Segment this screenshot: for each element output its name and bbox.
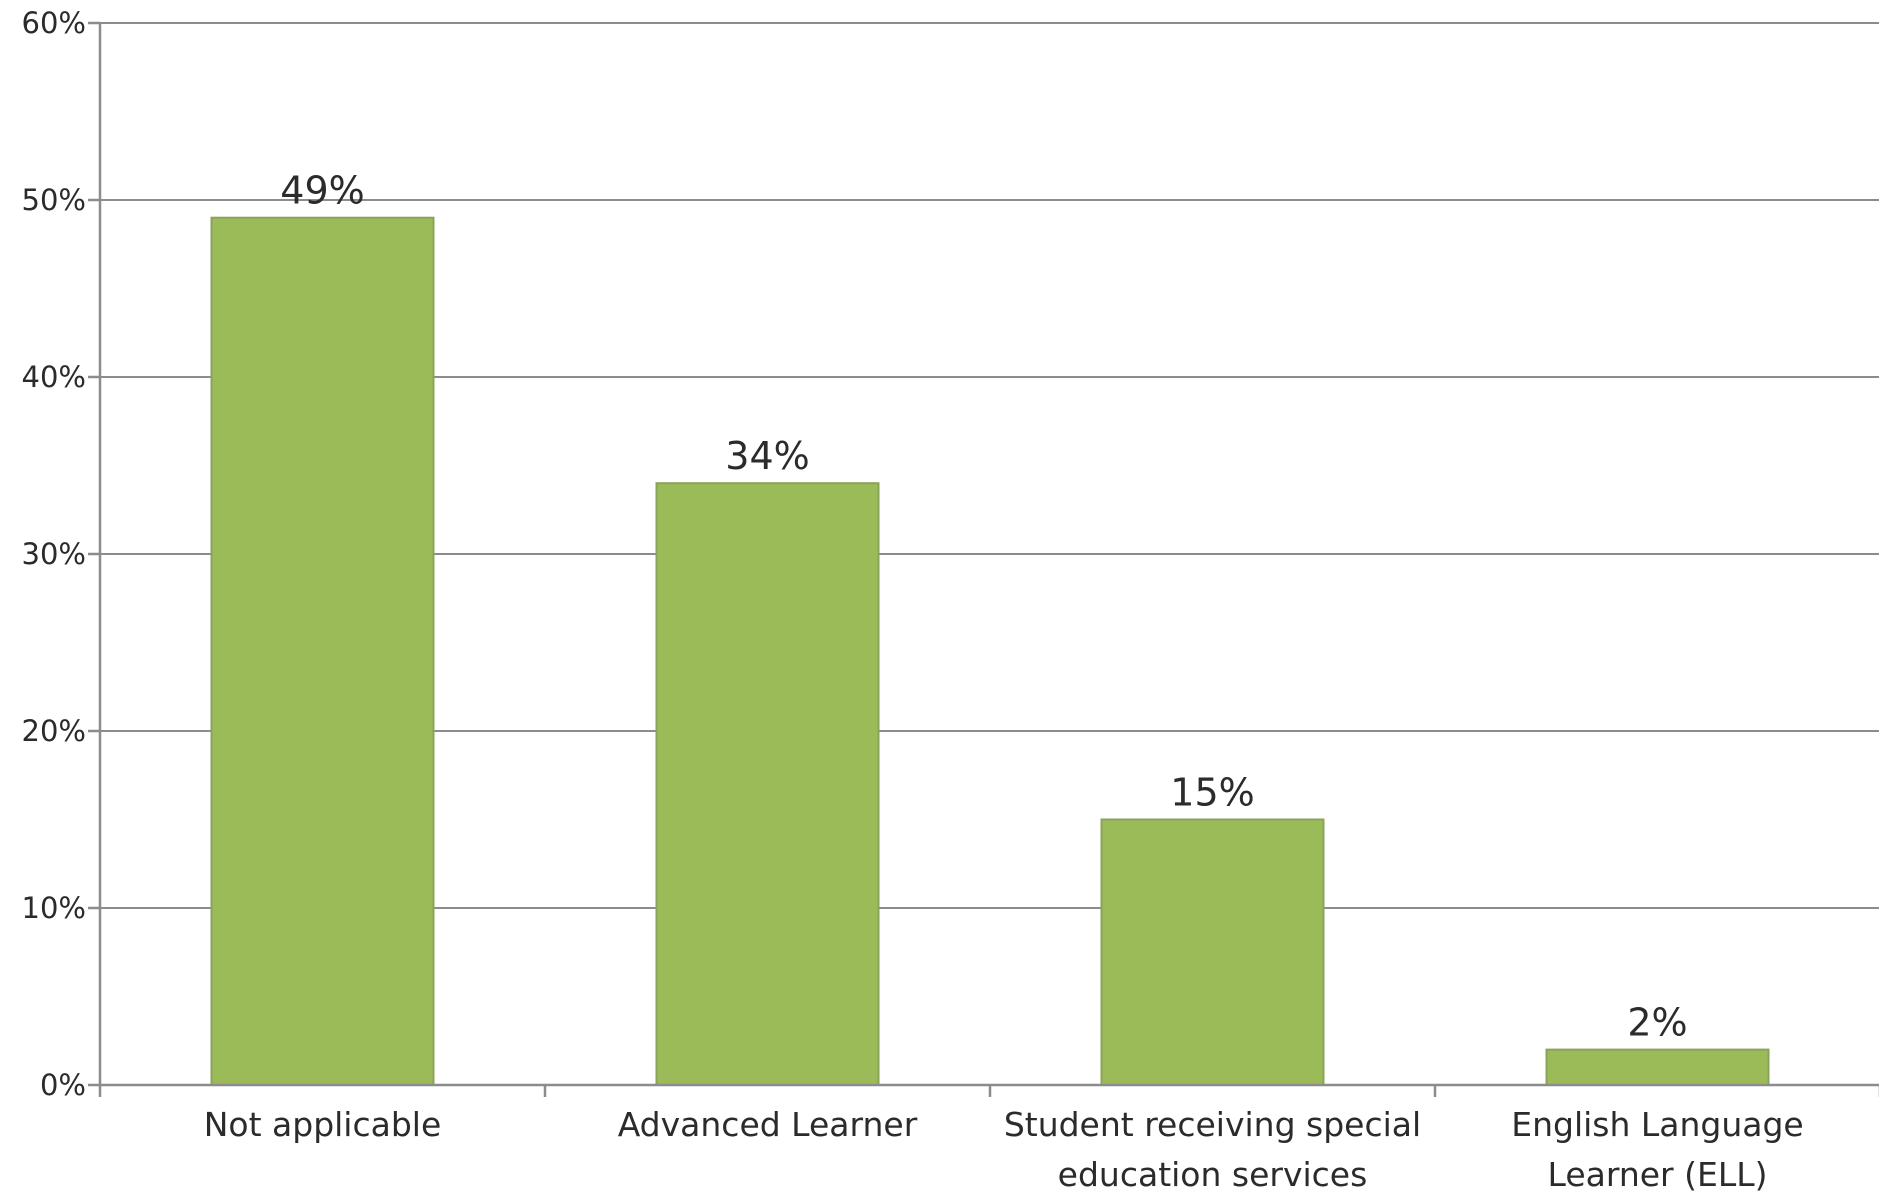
data-label: 15% [1170,771,1254,815]
x-tick-label: Not applicable [204,1105,442,1144]
x-tick-label: Advanced Learner [618,1105,918,1144]
y-tick-label: 50% [22,183,86,217]
x-tick-label: Student receiving special education servi… [1004,1105,1421,1194]
data-label: 49% [280,169,364,213]
x-tick-label-line: education services [1058,1155,1368,1194]
data-label: 2% [1627,1001,1687,1045]
y-tick-label: 40% [22,360,86,394]
data-label: 34% [725,434,809,478]
bar [655,482,880,1086]
axes [88,21,1879,1097]
y-tick-label: 20% [22,714,86,748]
y-tick-label: 0% [40,1068,86,1102]
bar [1545,1048,1770,1086]
x-tick-label-line: Learner (ELL) [1548,1155,1768,1194]
x-tick-label-line: Student receiving special [1004,1105,1421,1144]
x-tick-label: English Language Learner (ELL) [1511,1105,1804,1194]
labels: 0% 10% 20% 30% 40% 50% 60% 49% Not applicable 34%… [22,6,1804,1194]
y-tick-label: 60% [22,6,86,40]
x-tick-label-line: Advanced Learner [618,1105,918,1144]
bar [1100,818,1325,1086]
x-tick-label-line: Not applicable [204,1105,442,1144]
y-tick-label: 10% [22,891,86,925]
x-tick-label-line: English Language [1511,1105,1804,1144]
bar [210,216,435,1086]
bars [210,216,1770,1086]
y-tick-label: 30% [22,537,86,571]
